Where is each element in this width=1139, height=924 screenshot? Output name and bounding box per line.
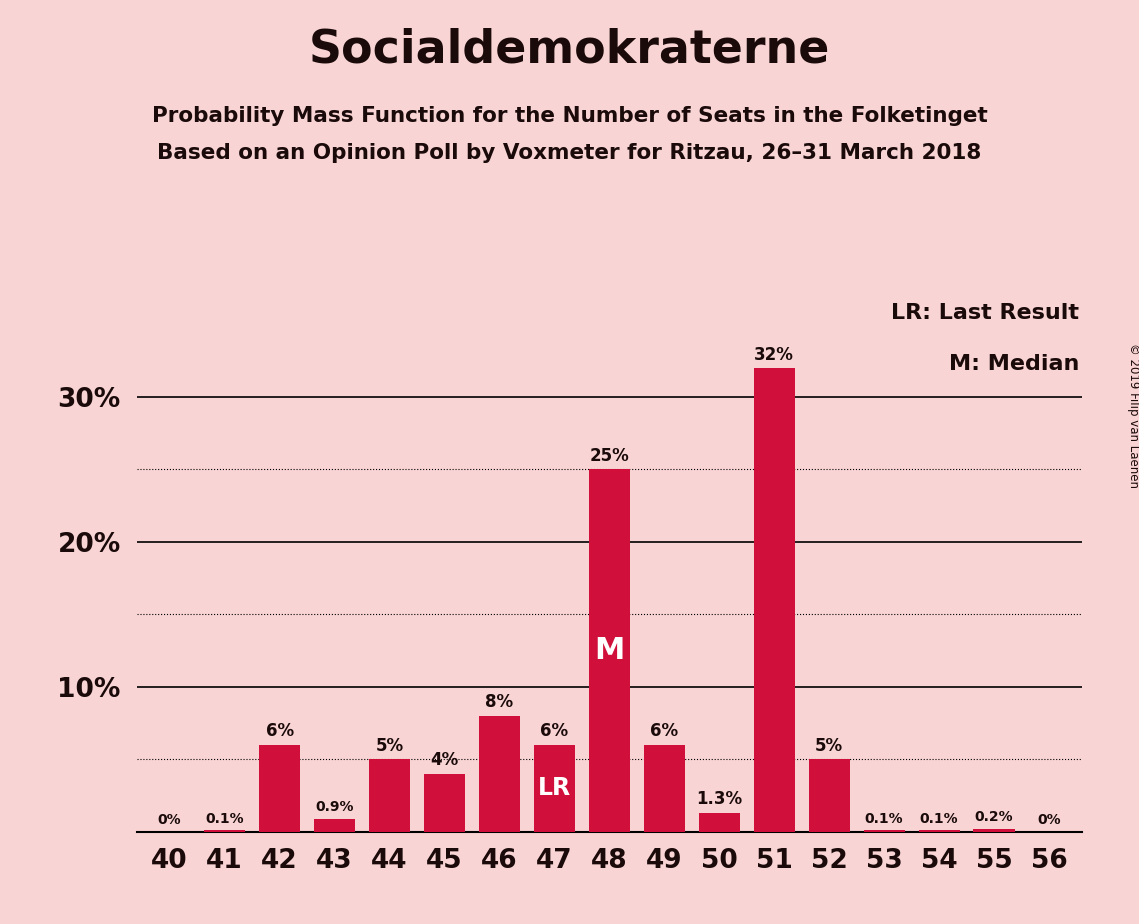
Text: © 2019 Filip van Laenen: © 2019 Filip van Laenen xyxy=(1126,344,1139,488)
Bar xyxy=(424,773,465,832)
Text: LR: LR xyxy=(538,776,571,800)
Text: 0.1%: 0.1% xyxy=(205,812,244,826)
Bar xyxy=(369,760,410,832)
Text: Socialdemokraterne: Socialdemokraterne xyxy=(309,28,830,73)
Text: Based on an Opinion Poll by Voxmeter for Ritzau, 26–31 March 2018: Based on an Opinion Poll by Voxmeter for… xyxy=(157,143,982,164)
Bar xyxy=(589,469,630,832)
Text: 0%: 0% xyxy=(1038,813,1060,827)
Text: 6%: 6% xyxy=(265,723,294,740)
Text: 6%: 6% xyxy=(650,723,679,740)
Text: 0.1%: 0.1% xyxy=(920,812,958,826)
Text: 0%: 0% xyxy=(158,813,181,827)
Bar xyxy=(918,830,960,832)
Bar xyxy=(974,829,1015,832)
Bar xyxy=(754,368,795,832)
Text: M: M xyxy=(595,636,624,665)
Bar xyxy=(314,819,355,832)
Text: 5%: 5% xyxy=(376,736,403,755)
Bar xyxy=(863,830,904,832)
Text: M: Median: M: Median xyxy=(949,354,1080,373)
Bar xyxy=(204,830,245,832)
Text: 1.3%: 1.3% xyxy=(696,790,743,808)
Text: 25%: 25% xyxy=(590,447,629,465)
Bar xyxy=(809,760,850,832)
Bar xyxy=(644,745,685,832)
Text: 4%: 4% xyxy=(431,751,459,770)
Text: 32%: 32% xyxy=(754,346,794,364)
Text: 5%: 5% xyxy=(816,736,843,755)
Text: LR: Last Result: LR: Last Result xyxy=(892,303,1080,322)
Bar xyxy=(534,745,575,832)
Bar xyxy=(478,716,521,832)
Text: 6%: 6% xyxy=(540,723,568,740)
Bar xyxy=(698,813,740,832)
Text: 0.9%: 0.9% xyxy=(316,800,354,814)
Bar xyxy=(259,745,301,832)
Text: 0.1%: 0.1% xyxy=(865,812,903,826)
Text: 8%: 8% xyxy=(485,693,514,711)
Text: Probability Mass Function for the Number of Seats in the Folketinget: Probability Mass Function for the Number… xyxy=(151,106,988,127)
Text: 0.2%: 0.2% xyxy=(975,810,1014,824)
